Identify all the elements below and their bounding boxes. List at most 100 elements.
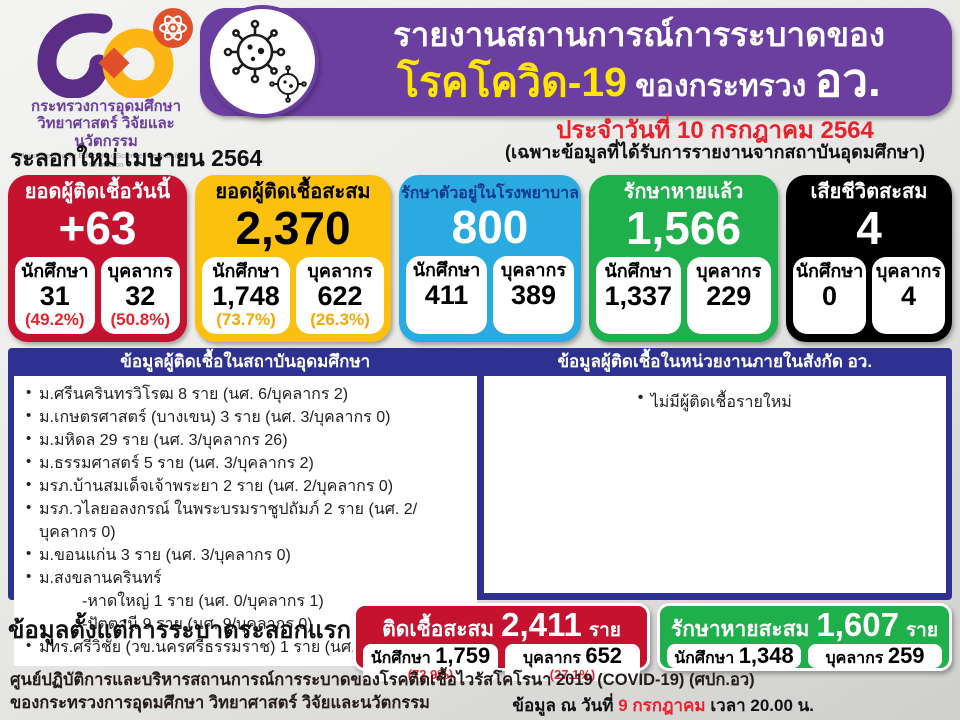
fw-pill-value: 652 [585,642,623,668]
sub-label: นักศึกษา [212,260,280,281]
sub-label: บุคลากร [307,260,373,281]
sub-staff: บุคลากร 32 (50.8%) [100,256,180,334]
fw-pill-value: 259 [887,642,925,668]
list-item: ม.ศรีนครินทรวิโรฒ 8 ราย (นศ. 6/บุคลากร 2… [24,382,467,406]
fw-value: 2,411 [501,606,582,643]
card-cumulative-cases: ยอดผู้ติดเชื้อสะสม 2,370 นักศึกษา 1,748 … [195,175,391,342]
list-item: ม.เกษตรศาสตร์ (บางเขน) 3 ราย (นศ. 3/บุคล… [24,405,467,429]
sub-label: นักศึกษา [604,260,673,281]
fw-pill-value: 1,348 [738,642,794,668]
detail-panels: ข้อมูลผู้ติดเชื้อในสถาบันอุดมศึกษา ม.ศรี… [8,348,952,667]
list-subitem: -ปัตตานี 9 ราย (นศ. 9/บุคลากร 0) [82,616,313,634]
fw-title: รักษาหายสะสม [671,618,810,641]
panel-universities: ข้อมูลผู้ติดเชื้อในสถาบันอุดมศึกษา ม.ศรี… [14,348,477,667]
sub-students: นักศึกษา 31 (49.2%) [15,256,95,334]
panel-agencies-title: ข้อมูลผู้ติดเชื้อในหน่วยงานภายในสังกัด อ… [557,352,873,371]
mhesi-logo: กระทรวงการอุดมศึกษา วิทยาศาสตร์ วิจัยและ… [12,6,200,169]
fw-pill-students: นักศึกษา 1,348 [667,644,801,668]
footer-line2: ของกระทรวงการอุดมศึกษา วิทยาศาสตร์ วิจัย… [10,694,430,713]
card-value: 4 [856,202,882,254]
sub-percent: (26.3%) [310,310,370,330]
wave-label: ระลอกใหม่ เมษายน 2564 [10,145,263,171]
report-date: ประจำวันที่ 10 กรกฎาคม 2564 [556,117,874,144]
title-banner: รายงานสถานการณ์การระบาดของ โรคโควิด-19 ข… [200,5,952,118]
sub-value: 389 [510,279,557,310]
fw-pill-value: 1,759 [435,642,491,668]
card-title: ยอดผู้ติดเชื้อวันนี้ [24,181,171,203]
sub-students: นักศึกษา 411 [406,256,487,334]
card-new-cases-today: ยอดผู้ติดเชื้อวันนี้ +63 นักศึกษา 31 (49… [8,175,187,342]
ministry-name-en: Ministry of Higher Education, Science, R… [18,150,194,169]
data-as-of: ข้อมูล ณ วันที่ 9 กรกฎาคม เวลา 20.00 น. [512,692,814,719]
list-item: ม.สงขลานครินทร์ [24,566,467,590]
sub-value: 411 [424,279,469,310]
sub-value: 229 [706,280,752,311]
list-item: ม.ธรรมศาสตร์ 5 ราย (นศ. 3/บุคลากร 2) [24,451,467,475]
university-case-list: ม.ศรีนครินทรวิโรฒ 8 ราย (นศ. 6/บุคลากร 2… [24,382,467,659]
sub-label: บุคลากร [500,260,567,281]
footer-line1: ศูนย์ปฏิบัติการและบริหารสถานการณ์การระบา… [10,671,755,690]
sub-label: บุคลากร [696,260,762,281]
asof-date: 9 กรกฎาคม [618,696,706,715]
first-wave-recovered-box: รักษาหายสะสม 1,607 ราย นักศึกษา 1,348 บุ… [657,603,952,671]
card-value: 2,370 [235,202,351,254]
fw-pill-line: นักศึกษา 1,348 [669,644,799,668]
card-title: รักษาหายแล้ว [623,181,744,203]
fw-pill-students: นักศึกษา 1,759 (72.9%) [363,644,498,682]
sub-staff: บุคลากร 4 [872,256,945,334]
banner-title: รายงานสถานการณ์การระบาดของ โรคโควิด-19 ข… [326,8,952,104]
card-recovered: รักษาหายแล้ว 1,566 นักศึกษา 1,337 บุคลาก… [589,175,778,342]
sub-students: นักศึกษา 0 [793,256,866,334]
list-subitem: -หาดใหญ่ 1 ราย (นศ. 0/บุคลากร 1) [82,593,324,611]
sub-percent: (73.7%) [216,310,276,330]
panel-universities-title: ข้อมูลผู้ติดเชื้อในสถาบันอุดมศึกษา [120,352,371,371]
sub-staff: บุคลากร 229 [686,256,771,334]
fw-pill-line: บุคลากร 259 [810,644,940,668]
card-value: +63 [58,202,137,254]
card-sub-boxes: นักศึกษา 0 บุคลากร 4 [793,256,945,334]
fw-pill-line: นักศึกษา 1,759 [365,644,496,668]
banner-title-line1: รายงานสถานการณ์การระบาดของ [393,16,885,53]
fw-value: 1,607 [816,606,899,643]
fw-pill-staff: บุคลากร 652 (27.1%) [505,642,640,682]
report-date-block: ประจำวันที่ 10 กรกฎาคม 2564 (เฉพาะข้อมูล… [478,118,952,163]
sub-label: นักศึกษา [21,260,89,281]
card-title: ยอดผู้ติดเชื้อสะสม [215,181,371,203]
fw-pill-percent: (72.9%) [407,666,454,682]
first-wave-infected-box: ติดเชื้อสะสม 2,411 ราย นักศึกษา 1,759 (7… [353,603,650,682]
card-sub-boxes: นักศึกษา 1,337 บุคลากร 229 [596,256,771,334]
banner-title-line2: โรคโควิด-19 ของกระทรวง อว. [326,53,952,106]
fw-unit: ราย [588,620,621,641]
sub-value: 1,337 [604,280,673,311]
sub-percent: (49.2%) [24,310,85,330]
sub-value: 4 [900,280,917,311]
sub-value: 622 [317,280,363,311]
ministry-name-th-line2: วิทยาศาสตร์ วิจัยและนวัตกรรม [37,115,175,150]
sub-percent: (50.8%) [110,310,171,330]
panel-agencies: ข้อมูลผู้ติดเชื้อในหน่วยงานภายในสังกัด อ… [483,348,946,593]
fw-pill-label: บุคลากร [522,649,586,667]
card-in-hospital: รักษาตัวอยู่ในโรงพยาบาล 800 นักศึกษา 411… [399,175,581,342]
sub-label: นักศึกษา [412,260,481,281]
list-item: ม.มหิดล 29 ราย (นศ. 3/บุคลากร 26) [24,428,467,452]
sub-label: บุคลากร [107,260,173,281]
fw-pill-label: นักศึกษา [370,649,436,667]
fw-sub-pills: นักศึกษา 1,759 (72.9%) บุคลากร 652 (27.1… [363,642,640,682]
first-wave-label: ข้อมูลตั้งแต่การระบาดระลอกแรก [8,617,352,644]
card-sub-boxes: นักศึกษา 1,748 (73.7%) บุคลากร 622 (26.3… [202,256,384,334]
asof-suffix: เวลา 20.00 น. [705,696,814,715]
first-wave-recovered-head: รักษาหายสะสม 1,607 ราย [667,606,942,644]
card-sub-boxes: นักศึกษา 411 บุคลากร 389 [406,256,574,334]
sub-value: 0 [821,280,838,311]
sub-value: 31 [39,280,70,311]
sub-students: นักศึกษา 1,337 [596,256,681,334]
card-title: รักษาตัวอยู่ในโรงพยาบาล [401,185,579,202]
list-item: มรภ.บ้านสมเด็จเจ้าพระยา 2 ราย (นศ. 2/บุค… [24,474,467,498]
sub-staff: บุคลากร 622 (26.3%) [296,256,384,334]
fw-pill-label: บุคลากร [825,649,888,667]
stat-cards-row: ยอดผู้ติดเชื้อวันนี้ +63 นักศึกษา 31 (49… [8,175,952,342]
first-wave-infected-head: ติดเชื้อสะสม 2,411 ราย [363,606,640,644]
panel-universities-body: ม.ศรีนครินทรวิโรฒ 8 ราย (นศ. 6/บุคลากร 2… [14,376,477,667]
banner-title-org: อว. [814,53,881,106]
